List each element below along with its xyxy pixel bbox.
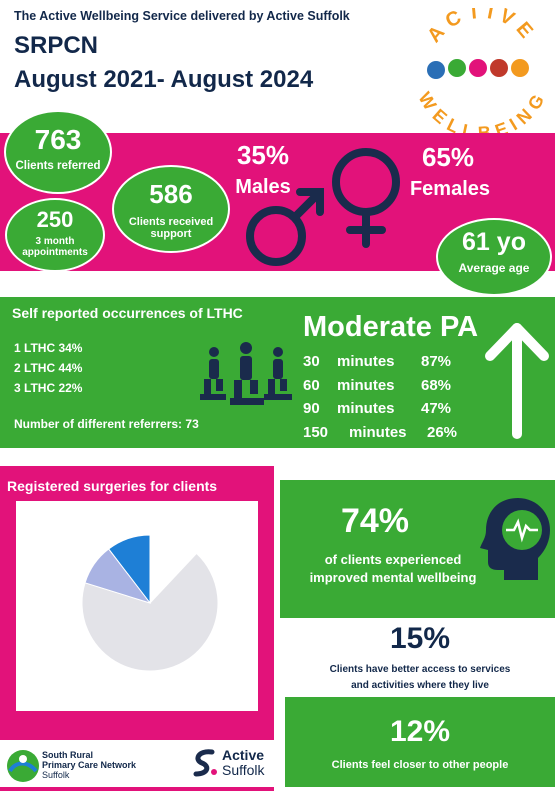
- bildeston-pct: 10.4%: [111, 530, 132, 537]
- svg-text:ACTIVE: ACTIVE: [423, 8, 541, 47]
- referred-value: 763: [34, 124, 82, 155]
- bike-icon: [427, 61, 445, 79]
- header-subtitle: The Active Wellbeing Service delivered b…: [14, 9, 350, 23]
- svg-text:WELLBEING: WELLBEING: [414, 89, 549, 134]
- pa-heading: Moderate PA: [303, 311, 479, 343]
- page-title: SRPCN: [14, 32, 99, 59]
- lthc-list: 1 LTHC 34% 2 LTHC 44% 3 LTHC 22%: [14, 338, 82, 398]
- closer-pct: 12%: [389, 715, 451, 748]
- age-value: 61 yo: [462, 228, 526, 256]
- appointments-value: 250: [36, 207, 74, 232]
- lthc-item: 1 LTHC 34%: [14, 341, 83, 355]
- access-line-2: and activities where they live: [351, 680, 489, 691]
- srpcn-line-3: Suffolk: [42, 770, 70, 780]
- constable-label: Constable: [29, 575, 63, 582]
- females-pct: 65%: [421, 142, 475, 172]
- age-bubble: 61 yo Average age: [436, 218, 552, 296]
- support-label-2: support: [150, 228, 192, 240]
- person-icon: [511, 59, 529, 77]
- active-suffolk-logo-icon: [193, 749, 217, 777]
- pie-chart-area: Bildeston 10.4% Constable 9.8% Hadleigh …: [16, 501, 258, 711]
- apple-icon: [490, 59, 508, 77]
- mental-line-1: of clients experienced: [324, 552, 462, 567]
- logo-word-top: ACTIVE: [423, 8, 535, 47]
- up-arrow-icon: [485, 323, 549, 439]
- support-bubble: 586 Clients received support: [112, 165, 230, 253]
- active-wellbeing-logo: ACTIVE WELLBEING: [414, 8, 549, 134]
- pie-chart: Bildeston 10.4% Constable 9.8% Hadleigh …: [29, 521, 219, 691]
- lthc-item: 2 LTHC 44%: [14, 361, 83, 375]
- appointments-label-2: appointments: [22, 247, 88, 258]
- male-symbol-icon: [246, 206, 306, 266]
- referrers-value: 73: [185, 417, 199, 431]
- referred-bubble: 763 Clients referred: [4, 110, 112, 194]
- closer-panel: [285, 697, 555, 787]
- females-label: Females: [409, 178, 491, 200]
- lthc-heading: Self reported occurrences of LTHC: [12, 305, 243, 321]
- mental-text: of clients experienced improved mental w…: [292, 551, 494, 587]
- mental-line-2: improved mental wellbeing: [309, 570, 477, 585]
- as-line-1: Active: [222, 747, 265, 763]
- pie-slice-hadleigh: [81, 552, 219, 672]
- leaf-icon: [448, 59, 466, 77]
- referrers-row: Number of different referrers: 73: [14, 417, 199, 431]
- pa-row: 90 minutes 47%: [303, 400, 452, 417]
- males-pct: 35%: [236, 140, 290, 170]
- lthc-item: 3 LTHC 22%: [14, 381, 83, 395]
- hadleigh-pct: 67.8%: [192, 684, 213, 691]
- access-text: Clients have better access to services a…: [285, 662, 555, 694]
- footer-logos: [0, 740, 274, 787]
- pa-row: 150 minutes 26%: [303, 423, 458, 441]
- gender-symbols-icon: [246, 148, 400, 266]
- referred-label: Clients referred: [15, 160, 101, 172]
- pa-table: 30 minutes 87% 60 minutes 68% 90 minutes 47% 1…: [303, 350, 457, 444]
- page-date-range: August 2021- August 2024: [14, 66, 314, 93]
- access-pct: 15%: [389, 622, 451, 655]
- males-label: Males: [235, 176, 291, 198]
- heart-icon: [469, 59, 487, 77]
- head-heartbeat-icon: [480, 498, 550, 580]
- srpcn-logo-icon: [7, 750, 39, 782]
- exercise-people-icon: [200, 342, 292, 405]
- srpcn-logo-text: South Rural Primary Care Network Suffolk: [42, 750, 136, 780]
- appointments-bubble: 250 3 month appointments: [5, 198, 105, 272]
- constable-pct: 9.8%: [38, 584, 55, 591]
- mental-pct: 74%: [340, 502, 410, 540]
- active-suffolk-logo-text: Active Suffolk: [222, 748, 265, 778]
- female-symbol-icon: [332, 148, 400, 216]
- age-label: Average age: [458, 261, 530, 275]
- pa-row: 60 minutes 68%: [303, 376, 452, 394]
- closer-text: Clients feel closer to other people: [331, 759, 509, 771]
- hadleigh-label: Hadleigh: [187, 675, 217, 682]
- srpcn-line-1: South Rural: [42, 750, 93, 760]
- surgeries-heading: Registered surgeries for clients: [7, 478, 218, 494]
- pie-slice-constable: [84, 548, 152, 604]
- access-line-1: Clients have better access to services: [329, 664, 511, 675]
- support-value: 586: [149, 179, 193, 209]
- pa-row: 30 minutes 87%: [303, 353, 452, 370]
- logo-word-bottom: WELLBEING: [414, 89, 546, 134]
- as-line-2: Suffolk: [222, 762, 265, 778]
- appointments-label-1: 3 month: [35, 236, 75, 247]
- referrers-label: Number of different referrers:: [14, 417, 183, 431]
- support-label-1: Clients received: [128, 216, 214, 228]
- srpcn-line-2: Primary Care Network: [42, 760, 137, 770]
- bildeston-label: Bildeston: [105, 521, 137, 528]
